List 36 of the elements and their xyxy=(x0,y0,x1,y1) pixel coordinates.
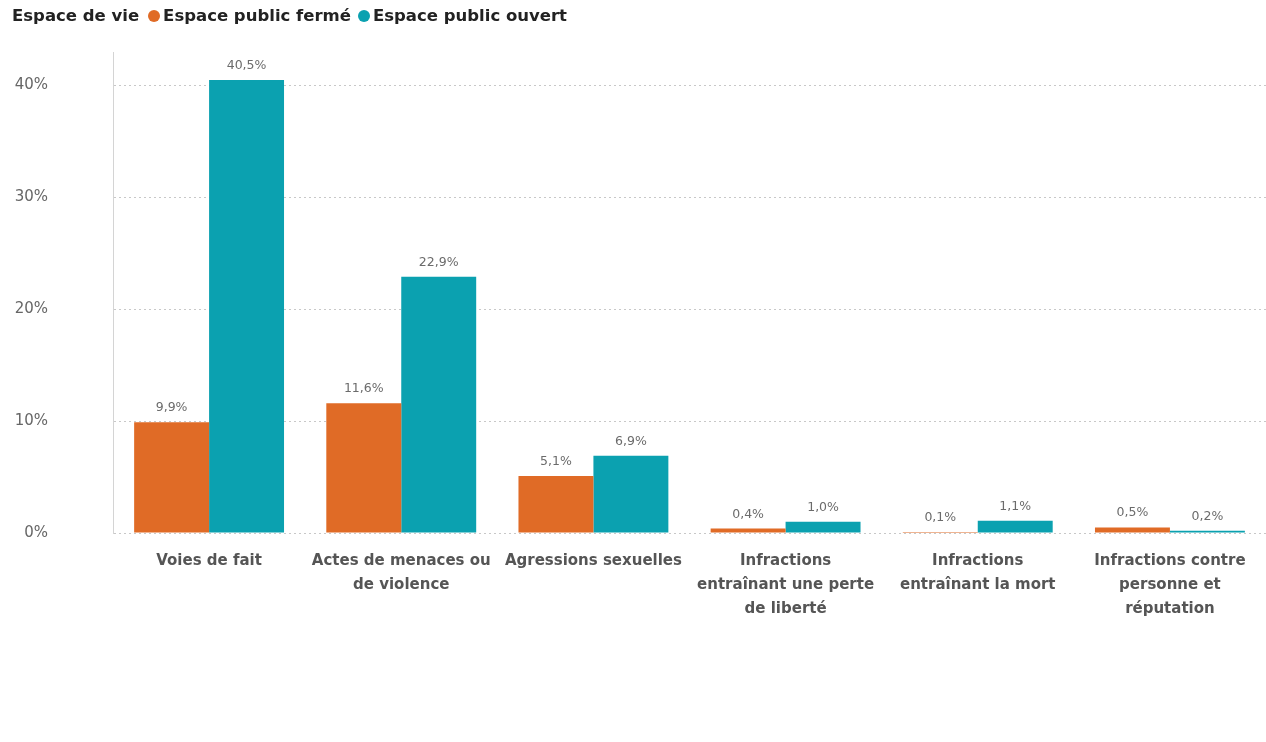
x-tick-label: Infractions contre personne et réputation xyxy=(1094,550,1246,617)
data-label: 6,9% xyxy=(615,432,647,448)
legend-label: Espace public ouvert xyxy=(372,6,567,25)
y-tick-label: 30% xyxy=(14,187,48,206)
legend-title: Espace de vie xyxy=(12,6,140,25)
x-tick-label: Infractions entraînant une perte de liberté xyxy=(697,550,875,617)
y-tick-label: 0% xyxy=(24,522,48,541)
data-label: 1,0% xyxy=(807,498,840,514)
bar xyxy=(518,475,594,533)
data-label: 11,6% xyxy=(343,380,384,396)
bar xyxy=(326,403,402,533)
data-label: 1,1% xyxy=(999,497,1032,513)
y-tick-label: 10% xyxy=(14,411,48,430)
bar xyxy=(401,276,477,533)
data-label: 5,1% xyxy=(540,452,572,468)
bar xyxy=(209,79,285,533)
data-label: 0,2% xyxy=(1191,507,1224,523)
y-tick-label: 20% xyxy=(14,299,48,318)
legend-label: Espace public fermé xyxy=(163,6,351,25)
data-label: 0,5% xyxy=(1116,504,1149,520)
data-label: 40,5% xyxy=(226,56,267,72)
bar xyxy=(977,520,1053,533)
bar xyxy=(1094,527,1170,533)
data-label: 0,1% xyxy=(924,508,957,524)
x-tick-label: Actes de menaces ou de violence xyxy=(311,550,491,593)
x-tick-label: Infractions entraînant la mort xyxy=(899,550,1056,593)
y-tick-label: 40% xyxy=(14,75,48,94)
x-tick-label: Voies de fait xyxy=(156,550,262,569)
data-label: 9,9% xyxy=(155,399,188,415)
bar xyxy=(785,521,861,533)
x-tick-label: Agressions sexuelles xyxy=(504,550,683,569)
data-label: 0,4% xyxy=(732,505,765,521)
data-label: 22,9% xyxy=(418,253,459,269)
bar xyxy=(593,455,669,533)
bar xyxy=(710,528,786,533)
bar xyxy=(134,422,210,533)
